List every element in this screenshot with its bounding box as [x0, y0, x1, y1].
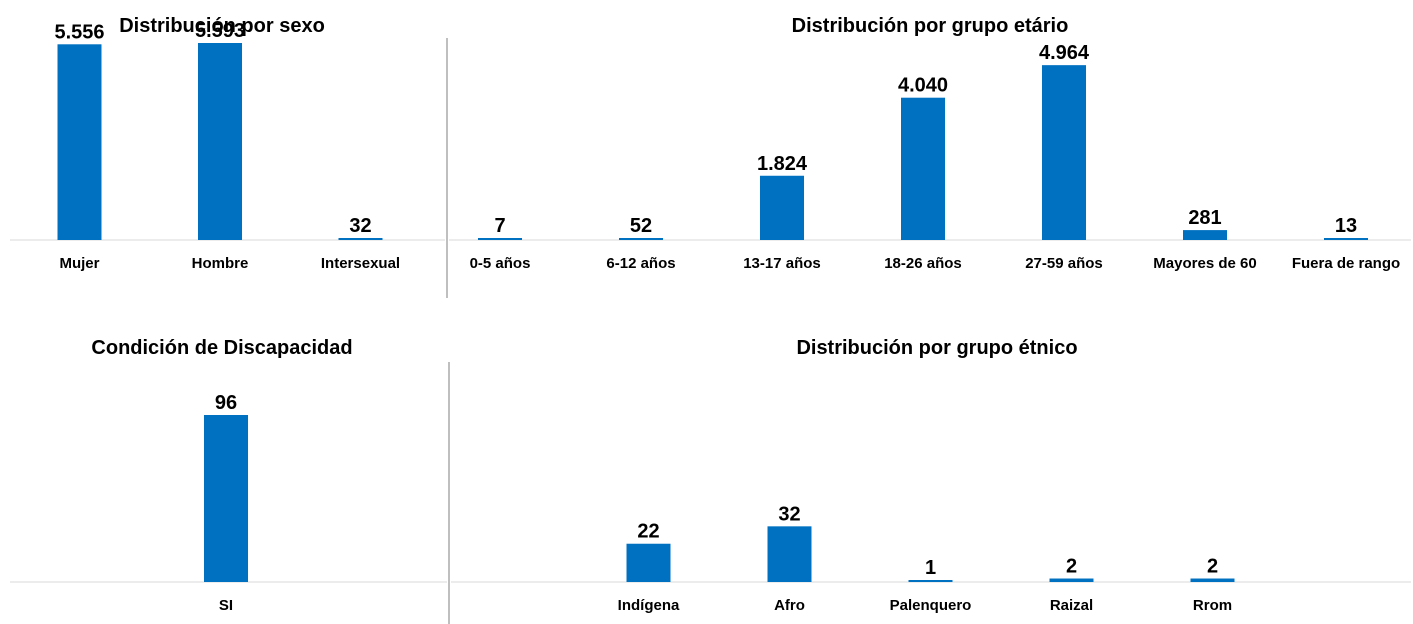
tick-label-afro: Afro: [774, 597, 805, 614]
value-label-hombre: 5.593: [195, 20, 245, 42]
value-label-indigena: 22: [637, 521, 659, 543]
bar-13-17-anos: [760, 175, 804, 240]
tick-label-18-26-anos: 18-26 años: [884, 255, 962, 272]
chart-title: Distribución por grupo etário: [792, 15, 1069, 37]
value-label-13-17-anos: 1.824: [757, 153, 808, 175]
value-label-mujer: 5.556: [54, 21, 104, 43]
bar-18-26-anos: [901, 97, 945, 240]
value-label-rrom: 2: [1207, 556, 1218, 578]
value-label-afro: 32: [778, 503, 800, 525]
chart-title: Condición de Discapacidad: [91, 337, 352, 359]
value-label-18-26-anos: 4.040: [898, 75, 948, 97]
chart-distribucion-grupo-etario: Distribución por grupo etário 7 0-5 años 5…: [449, 15, 1411, 272]
bar-si: [204, 415, 248, 582]
bar-fuera-de-rango: [1324, 238, 1368, 240]
bars: 96 SI: [204, 392, 248, 614]
bar-6-12-anos: [619, 238, 663, 240]
chart-title: Distribución por grupo étnico: [796, 337, 1077, 359]
bar-0-5-anos: [478, 238, 522, 240]
chart-title: Distribución por sexo: [119, 15, 325, 37]
chart-condicion-discapacidad: Condición de Discapacidad 96 SI: [10, 337, 447, 614]
tick-label-fuera-de-rango: Fuera de rango: [1292, 255, 1400, 272]
chart-distribucion-sexo: Distribución por sexo 5.556 Mujer 5.593 Hom…: [10, 15, 445, 272]
tick-label-mujer: Mujer: [59, 255, 99, 272]
bars: 22 Indígena 32 Afro 1 Palenquero 2 Raizal 2 Rrom: [618, 503, 1235, 614]
tick-label-0-5-anos: 0-5 años: [470, 255, 531, 272]
value-label-mayores-de-60: 281: [1188, 207, 1221, 229]
value-label-6-12-anos: 52: [630, 215, 652, 237]
bar-raizal: [1049, 578, 1094, 582]
bar-rrom: [1190, 578, 1235, 582]
tick-label-mayores-de-60: Mayores de 60: [1153, 255, 1256, 272]
tick-label-27-59-anos: 27-59 años: [1025, 255, 1103, 272]
bars: 5.556 Mujer 5.593 Hombre 32 Intersexual: [54, 20, 400, 272]
value-label-raizal: 2: [1066, 556, 1077, 578]
bar-indigena: [626, 543, 671, 582]
value-label-27-59-anos: 4.964: [1039, 42, 1090, 64]
value-label-intersexual: 32: [349, 215, 371, 237]
bar-27-59-anos: [1042, 65, 1086, 240]
tick-label-indigena: Indígena: [618, 597, 680, 614]
bar-mujer: [57, 44, 102, 240]
bars: 7 0-5 años 52 6-12 años 1.824 13-17 años 4.040…: [470, 42, 1401, 272]
tick-label-palenquero: Palenquero: [890, 597, 972, 614]
chart-distribucion-grupo-etnico: Distribución por grupo étnico 22Indígena…: [451, 337, 1411, 614]
tick-label-13-17-anos: 13-17 años: [743, 255, 821, 272]
value-label-fuera-de-rango: 13: [1335, 215, 1357, 237]
bar-mayores-de-60: [1183, 230, 1227, 240]
tick-label-6-12-anos: 6-12 años: [606, 255, 675, 272]
tick-label-intersexual: Intersexual: [321, 255, 400, 272]
bar-afro: [767, 526, 812, 582]
tick-label-si: SI: [219, 597, 233, 614]
value-label-0-5-anos: 7: [494, 215, 505, 237]
bar-hombre: [198, 43, 242, 240]
bar-intersexual: [338, 238, 383, 240]
tick-label-hombre: Hombre: [192, 255, 249, 272]
value-label-palenquero: 1: [925, 557, 936, 579]
value-label-si: 96: [215, 392, 237, 414]
bar-palenquero: [908, 580, 953, 582]
tick-label-rrom: Rrom: [1193, 597, 1232, 614]
tick-label-raizal: Raizal: [1050, 597, 1093, 614]
